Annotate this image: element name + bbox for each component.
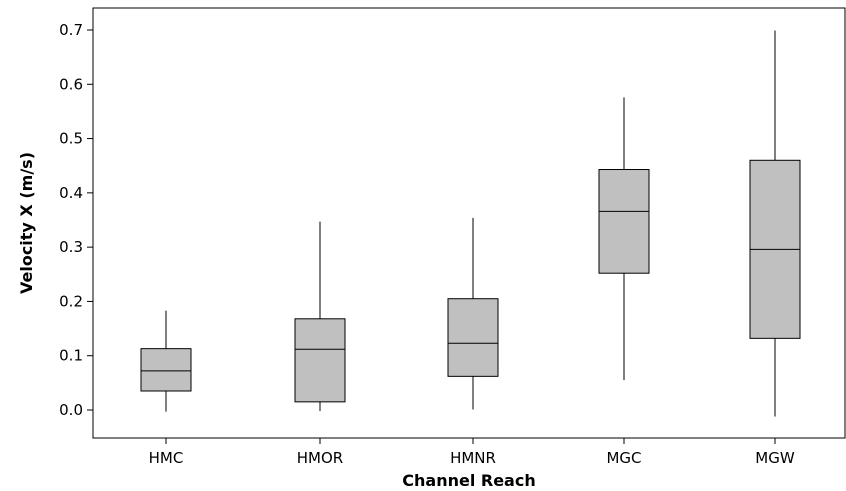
iqr-box (140, 348, 192, 392)
y-tick-label: 0.4 (59, 184, 83, 202)
box-hmnr (447, 217, 499, 410)
iqr-box (447, 298, 499, 377)
x-tick-label: HMNR (450, 449, 496, 467)
y-axis: 0.0 0.1 0.2 0.3 0.4 0.5 0.6 0.7 (59, 21, 93, 419)
plot-frame (92, 7, 846, 439)
box-mgc (598, 97, 650, 381)
y-tick-label: 0.5 (59, 130, 83, 148)
x-tick-label: MGC (606, 449, 641, 467)
x-tick-label: MGW (755, 449, 795, 467)
y-tick-label: 0.6 (59, 75, 83, 93)
y-axis-title: Velocity X (m/s) (17, 152, 36, 294)
iqr-box (294, 318, 346, 403)
x-axis: HMC HMOR HMNR MGC MGW (149, 438, 795, 467)
x-axis-title: Channel Reach (402, 471, 535, 490)
y-tick-label: 0.3 (59, 238, 83, 256)
x-tick-label: HMOR (297, 449, 343, 467)
y-tick-label: 0.2 (59, 292, 83, 310)
iqr-box (598, 169, 650, 274)
box-series (140, 30, 801, 417)
y-tick-label: 0.0 (59, 401, 83, 419)
box-mgw (749, 30, 801, 417)
box-hmc (140, 310, 192, 412)
y-tick-label: 0.7 (59, 21, 83, 39)
box-hmor (294, 221, 346, 412)
x-tick-label: HMC (149, 449, 184, 467)
y-tick-label: 0.1 (59, 347, 83, 365)
